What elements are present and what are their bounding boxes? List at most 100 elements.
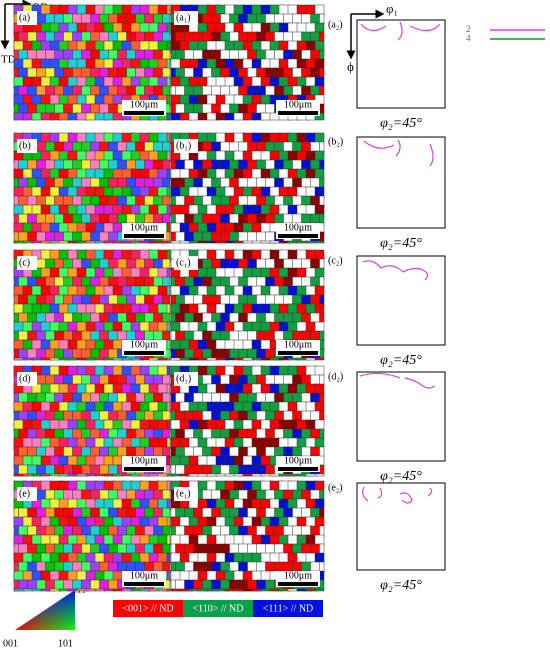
grain bbox=[45, 258, 56, 270]
grain bbox=[103, 321, 114, 333]
grain bbox=[58, 303, 69, 315]
grain bbox=[27, 312, 38, 323]
grain bbox=[108, 446, 119, 457]
ipf-label: 101 bbox=[58, 638, 73, 649]
grain bbox=[112, 150, 123, 161]
grain bbox=[193, 177, 204, 189]
grain bbox=[18, 231, 29, 242]
grain bbox=[144, 31, 155, 42]
grain bbox=[170, 357, 182, 361]
grain bbox=[287, 516, 299, 527]
panel-label: (e₂) bbox=[328, 482, 343, 493]
grain bbox=[103, 132, 115, 144]
grain bbox=[202, 428, 213, 439]
grain bbox=[139, 473, 150, 477]
grain bbox=[319, 312, 325, 323]
odf-caption: φ₂=45° bbox=[380, 578, 422, 593]
grain bbox=[81, 446, 92, 458]
grain bbox=[220, 195, 231, 206]
grain bbox=[238, 31, 249, 42]
grain bbox=[188, 473, 199, 477]
grain bbox=[40, 204, 51, 215]
grain bbox=[206, 321, 218, 333]
grain bbox=[94, 516, 106, 528]
grain bbox=[76, 480, 87, 492]
grain bbox=[175, 507, 186, 518]
panel-label: (a₁) bbox=[176, 12, 191, 23]
grain bbox=[251, 437, 263, 449]
grain bbox=[238, 330, 249, 341]
legend-label: 2 bbox=[466, 24, 471, 34]
grain bbox=[58, 383, 69, 394]
grain bbox=[90, 67, 101, 78]
grain bbox=[112, 516, 123, 528]
grain bbox=[206, 132, 218, 143]
grain bbox=[148, 473, 159, 477]
grain bbox=[233, 516, 245, 527]
grain bbox=[179, 516, 190, 527]
odf-box bbox=[356, 136, 446, 229]
grain bbox=[130, 4, 141, 16]
grain bbox=[229, 348, 239, 360]
grain-map bbox=[13, 249, 171, 361]
grain bbox=[108, 525, 119, 537]
grain bbox=[162, 410, 171, 421]
scale-label: 100μm bbox=[130, 455, 158, 466]
grain bbox=[305, 419, 316, 430]
grain bbox=[85, 339, 97, 351]
grain bbox=[166, 222, 171, 233]
odf-contour bbox=[362, 486, 433, 504]
grain bbox=[22, 588, 33, 592]
grain bbox=[314, 22, 325, 33]
grain bbox=[310, 258, 321, 269]
grain-map bbox=[170, 249, 325, 361]
grain bbox=[233, 473, 245, 477]
grain bbox=[166, 480, 171, 491]
grain bbox=[224, 357, 235, 361]
odf-box bbox=[356, 371, 446, 462]
grain bbox=[54, 579, 65, 591]
grain bbox=[144, 374, 155, 386]
grain bbox=[175, 464, 186, 475]
grain bbox=[197, 150, 208, 162]
grain bbox=[31, 455, 43, 467]
grain bbox=[242, 222, 254, 233]
grain bbox=[54, 507, 65, 519]
grain bbox=[153, 276, 164, 287]
grain bbox=[108, 489, 119, 500]
grain bbox=[94, 480, 105, 491]
panel-label: (a) bbox=[19, 12, 30, 23]
grain bbox=[211, 348, 222, 360]
grain bbox=[103, 455, 114, 467]
grain bbox=[162, 392, 171, 403]
grain-map bbox=[13, 4, 171, 121]
grain bbox=[319, 231, 325, 242]
grain bbox=[301, 374, 312, 386]
grain bbox=[256, 525, 267, 536]
label-bg bbox=[17, 256, 37, 270]
scale-bar bbox=[124, 234, 164, 238]
grain bbox=[202, 330, 213, 342]
label-bg bbox=[17, 11, 37, 25]
grain bbox=[296, 480, 307, 492]
grain bbox=[90, 85, 101, 96]
grain bbox=[103, 473, 115, 477]
grain bbox=[233, 480, 244, 491]
grain bbox=[67, 321, 78, 332]
scale-label: 100μm bbox=[130, 570, 158, 581]
grain bbox=[166, 321, 171, 333]
label-bg bbox=[174, 372, 198, 386]
grain bbox=[269, 240, 280, 244]
grain bbox=[319, 85, 325, 96]
grain bbox=[40, 473, 51, 477]
grain bbox=[67, 357, 79, 361]
grain bbox=[31, 473, 42, 477]
grain bbox=[197, 516, 209, 527]
grain bbox=[319, 579, 325, 590]
grain bbox=[197, 437, 209, 448]
texture-swatch bbox=[253, 600, 323, 617]
grain bbox=[179, 40, 190, 52]
grain bbox=[292, 294, 303, 305]
grain bbox=[90, 13, 101, 25]
grain bbox=[162, 213, 171, 224]
